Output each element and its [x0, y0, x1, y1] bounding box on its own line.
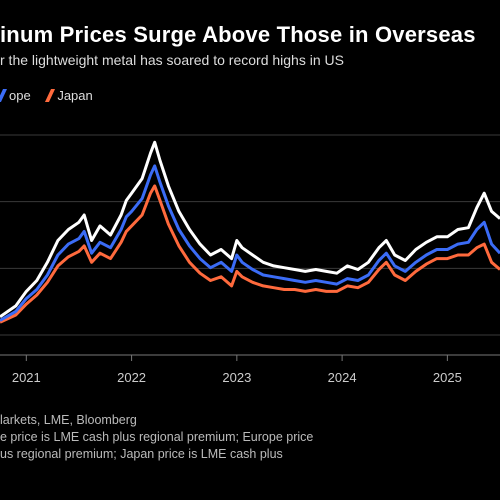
x-tick-label: 2021	[12, 370, 41, 385]
x-tick-label: 2024	[328, 370, 357, 385]
series-lines	[0, 140, 500, 324]
legend-swatch-japan	[45, 89, 56, 102]
legend-swatch-europe	[0, 89, 8, 102]
x-tick-label: 2022	[117, 370, 146, 385]
note-line-1: e price is LME cash plus regional premiu…	[0, 430, 314, 444]
chart-notes: larkets, LME, Bloomberg e price is LME c…	[0, 412, 313, 463]
chart-title: inum Prices Surge Above Those in Oversea…	[0, 22, 476, 47]
x-axis: 2021 2022 2023 2024 2025	[12, 355, 462, 385]
legend-label-japan: Japan	[57, 88, 93, 103]
x-tick-label: 2023	[222, 370, 251, 385]
line-chart: 2021 2022 2023 2024 2025	[0, 134, 500, 385]
series-line-europe	[0, 164, 500, 322]
legend-item-europe: ope	[0, 88, 31, 103]
legend-item-japan: Japan	[34, 88, 93, 103]
series-line-us	[0, 140, 500, 319]
legend-label-europe: ope	[9, 88, 31, 103]
source-text: larkets, LME, Bloomberg	[0, 413, 137, 427]
x-tick-label: 2025	[433, 370, 462, 385]
chart-subtitle: r the lightweight metal has soared to re…	[0, 52, 344, 68]
legend: ope Japan	[0, 88, 93, 103]
series-line-japan	[0, 184, 500, 324]
note-line-2: us regional premium; Japan price is LME …	[0, 447, 283, 461]
